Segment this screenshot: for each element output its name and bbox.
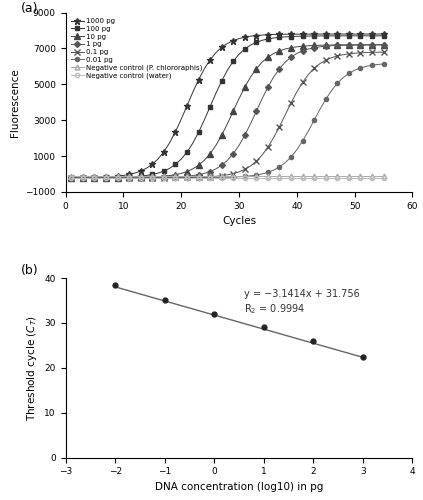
Negative control (P. chlororaphis) [381, 173, 386, 179]
1 pg [104, 174, 109, 180]
10 pg [184, 168, 190, 174]
0.01 pg [346, 70, 352, 76]
Negative control (P. chlororaphis) [144, 173, 149, 179]
1000 pg [144, 165, 149, 171]
1 pg [184, 173, 190, 179]
Negative control (water) [104, 174, 109, 180]
0.1 pg [144, 174, 149, 180]
1 pg [69, 174, 74, 180]
1 pg [381, 42, 386, 48]
0.1 pg [126, 174, 132, 180]
Line: 0.01 pg: 0.01 pg [69, 62, 386, 180]
Negative control (P. chlororaphis) [375, 173, 380, 179]
Negative control (P. chlororaphis) [346, 173, 352, 179]
0.01 pg [381, 61, 386, 67]
100 pg [69, 174, 74, 180]
0.1 pg [104, 174, 109, 180]
Negative control (water) [375, 174, 380, 180]
Negative control (water) [381, 174, 386, 180]
0.01 pg [104, 174, 109, 180]
100 pg [346, 33, 352, 39]
10 pg [104, 174, 109, 180]
100 pg [104, 174, 109, 180]
1000 pg [346, 31, 352, 37]
1 pg [346, 42, 352, 48]
Negative control (P. chlororaphis) [126, 173, 132, 179]
Text: R$_2$ = 0.9994: R$_2$ = 0.9994 [244, 302, 305, 316]
0.01 pg [69, 174, 74, 180]
Text: y = −3.1414x + 31.756: y = −3.1414x + 31.756 [244, 290, 360, 300]
Line: 1000 pg: 1000 pg [68, 31, 387, 180]
0.1 pg [184, 174, 190, 180]
X-axis label: Cycles: Cycles [222, 216, 256, 226]
1000 pg [104, 174, 109, 180]
10 pg [126, 174, 132, 180]
Negative control (water) [69, 174, 74, 180]
Negative control (water) [184, 174, 190, 180]
1000 pg [184, 103, 190, 109]
1000 pg [375, 31, 380, 37]
Line: Negative control (water): Negative control (water) [69, 176, 386, 180]
Line: Negative control (P. chlororaphis): Negative control (P. chlororaphis) [69, 174, 386, 178]
1000 pg [126, 172, 132, 177]
Line: 1 pg: 1 pg [69, 42, 386, 179]
Text: (b): (b) [20, 264, 38, 276]
1 pg [375, 42, 380, 48]
0.01 pg [375, 62, 380, 68]
10 pg [346, 42, 352, 48]
10 pg [69, 174, 74, 180]
Line: 100 pg: 100 pg [69, 34, 386, 180]
1000 pg [69, 174, 74, 180]
0.1 pg [69, 174, 74, 180]
Negative control (P. chlororaphis) [184, 173, 190, 179]
100 pg [184, 149, 190, 155]
Negative control (P. chlororaphis) [69, 173, 74, 179]
1 pg [144, 174, 149, 180]
0.01 pg [144, 174, 149, 180]
100 pg [375, 33, 380, 39]
Line: 10 pg: 10 pg [69, 42, 386, 180]
1 pg [126, 174, 132, 180]
0.1 pg [375, 50, 380, 56]
100 pg [381, 33, 386, 39]
Negative control (water) [144, 174, 149, 180]
100 pg [126, 174, 132, 180]
10 pg [375, 42, 380, 48]
Legend: 1000 pg, 100 pg, 10 pg, 1 pg, 0.1 pg, 0.01 pg, Negative control (P. chlororaphis: 1000 pg, 100 pg, 10 pg, 1 pg, 0.1 pg, 0.… [69, 16, 205, 82]
Y-axis label: Fluorescence: Fluorescence [10, 68, 20, 136]
10 pg [381, 42, 386, 48]
Line: 0.1 pg: 0.1 pg [69, 50, 386, 180]
0.01 pg [184, 174, 190, 180]
0.1 pg [346, 51, 352, 57]
1000 pg [381, 31, 386, 37]
100 pg [144, 172, 149, 178]
X-axis label: DNA concentration (log10) in pg: DNA concentration (log10) in pg [155, 482, 323, 492]
0.01 pg [126, 174, 132, 180]
Negative control (water) [346, 174, 352, 180]
10 pg [144, 174, 149, 180]
Y-axis label: Threshold cycle ($C_T$): Threshold cycle ($C_T$) [25, 315, 39, 421]
Negative control (water) [126, 174, 132, 180]
0.1 pg [381, 49, 386, 55]
Text: (a): (a) [20, 2, 38, 15]
Negative control (P. chlororaphis) [104, 173, 109, 179]
